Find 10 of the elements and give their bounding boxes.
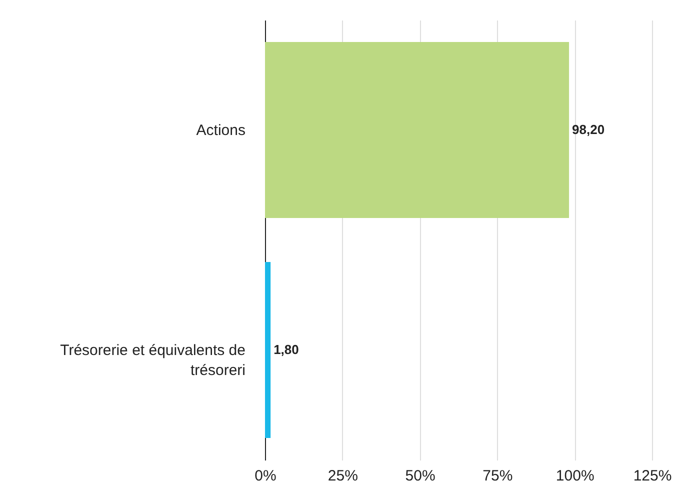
x-tick-label: 0% [254, 468, 276, 484]
x-tick-label: 50% [405, 468, 436, 484]
x-tick-label: 75% [482, 468, 513, 484]
x-tick-label: 25% [328, 468, 358, 484]
y-tick-label: Trésorerie et équivalents de trésoreri [60, 342, 246, 379]
data-label: 98,20 [572, 122, 605, 137]
data-label: 1,80 [274, 342, 299, 357]
x-tick-label: 100% [556, 468, 594, 484]
y-tick-label: Actions [196, 122, 246, 139]
x-tick-label: 125% [633, 468, 672, 484]
